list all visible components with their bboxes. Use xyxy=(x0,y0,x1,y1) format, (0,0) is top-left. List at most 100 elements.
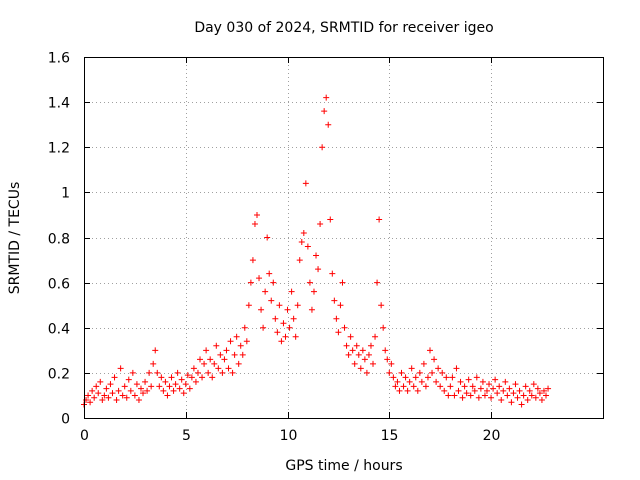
data-point xyxy=(376,216,383,223)
data-point xyxy=(374,279,381,286)
data-point xyxy=(463,390,470,397)
data-point xyxy=(137,385,144,392)
data-point xyxy=(152,347,159,354)
data-point xyxy=(262,288,269,295)
data-point xyxy=(479,378,486,385)
data-point xyxy=(345,351,352,358)
data-point xyxy=(272,315,279,322)
data-point xyxy=(534,385,541,392)
data-point xyxy=(394,378,401,385)
data-point xyxy=(101,392,108,399)
data-point xyxy=(357,365,364,372)
data-point xyxy=(142,378,149,385)
data-point xyxy=(327,216,334,223)
data-point xyxy=(335,329,342,336)
data-point xyxy=(146,369,153,376)
data-point xyxy=(506,385,513,392)
data-point xyxy=(133,381,140,388)
data-point xyxy=(351,360,358,367)
data-point xyxy=(469,383,476,390)
data-point xyxy=(402,374,409,381)
x-axis-label: GPS time / hours xyxy=(285,458,402,474)
y-tick-label: 0.8 xyxy=(48,232,70,248)
data-point xyxy=(166,383,173,390)
data-point xyxy=(249,257,256,264)
data-point xyxy=(310,288,317,295)
data-point xyxy=(168,374,175,381)
data-point xyxy=(278,338,285,345)
data-point xyxy=(174,369,181,376)
data-point xyxy=(239,351,246,358)
data-point xyxy=(453,365,460,372)
data-point xyxy=(483,387,490,394)
data-point xyxy=(455,387,462,394)
data-point xyxy=(353,342,360,349)
data-point xyxy=(390,374,397,381)
data-point xyxy=(221,356,228,363)
data-point xyxy=(105,394,112,401)
data-point xyxy=(95,390,102,397)
data-point xyxy=(545,385,552,392)
data-point xyxy=(85,392,92,399)
data-point xyxy=(388,360,395,367)
data-point xyxy=(323,94,330,101)
data-point xyxy=(258,306,265,313)
data-points xyxy=(81,94,552,408)
data-point xyxy=(429,369,436,376)
data-point xyxy=(256,275,263,282)
data-point xyxy=(268,297,275,304)
data-point xyxy=(113,396,120,403)
data-point xyxy=(266,270,273,277)
data-point xyxy=(404,387,411,394)
data-point xyxy=(465,376,472,383)
data-point xyxy=(422,383,429,390)
data-point xyxy=(162,378,169,385)
data-point xyxy=(490,385,497,392)
data-point xyxy=(245,302,252,309)
data-point xyxy=(190,365,197,372)
data-point xyxy=(176,385,183,392)
data-point xyxy=(341,324,348,331)
data-point xyxy=(526,387,533,394)
data-point xyxy=(235,360,242,367)
data-point xyxy=(274,329,281,336)
x-tick-label: 20 xyxy=(483,428,501,444)
data-point xyxy=(331,297,338,304)
data-point xyxy=(400,383,407,390)
data-point xyxy=(199,374,206,381)
data-point xyxy=(315,266,322,273)
data-point xyxy=(441,387,448,394)
data-point xyxy=(522,383,529,390)
data-point xyxy=(93,383,100,390)
data-point xyxy=(494,390,501,397)
data-point xyxy=(156,383,163,390)
data-point xyxy=(427,347,433,354)
data-point xyxy=(416,369,423,376)
data-point xyxy=(164,392,171,399)
data-point xyxy=(486,381,493,388)
data-point xyxy=(197,356,204,363)
x-tick-label: 0 xyxy=(80,428,89,444)
data-point xyxy=(392,383,399,390)
data-point xyxy=(420,360,427,367)
data-point xyxy=(180,390,187,397)
data-point xyxy=(538,396,545,403)
data-point xyxy=(103,385,110,392)
data-point xyxy=(304,243,311,250)
data-point xyxy=(160,387,167,394)
data-point xyxy=(510,390,517,397)
data-point xyxy=(121,383,128,390)
data-point xyxy=(496,383,503,390)
y-tick-label: 1 xyxy=(61,186,70,202)
data-point xyxy=(530,381,537,388)
data-point xyxy=(384,356,391,363)
data-point xyxy=(109,390,116,397)
data-point xyxy=(294,302,301,309)
data-point xyxy=(418,378,425,385)
data-point xyxy=(520,392,527,399)
data-point xyxy=(349,347,356,354)
data-point xyxy=(477,385,484,392)
data-point xyxy=(514,394,521,401)
y-tick-label: 1.2 xyxy=(48,141,70,157)
